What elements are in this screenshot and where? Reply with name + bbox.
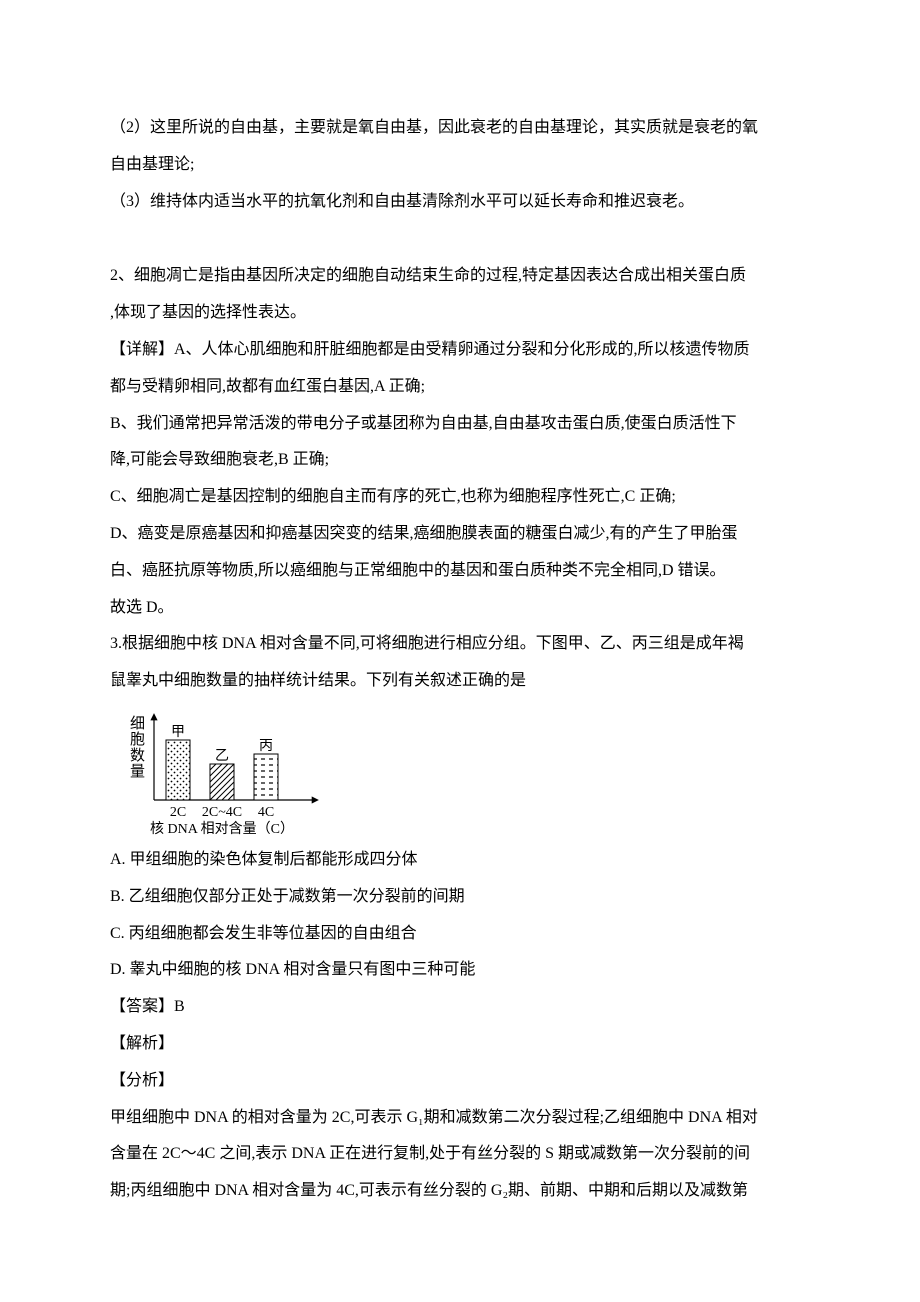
body-text: 自由基理论; [110,147,810,184]
analysis-heading: 【分析】 [110,1063,810,1100]
option-d: D. 睾丸中细胞的核 DNA 相对含量只有图中三种可能 [110,952,810,989]
question-stem: 3.根据细胞中核 DNA 相对含量不同,可将细胞进行相应分组。下图甲、乙、丙三组… [110,626,810,663]
body-text: 【详解】A、人体心肌细胞和肝脏细胞都是由受精卵通过分裂和分化形成的,所以核遗传物… [110,332,810,369]
tick-4c: 4C [258,805,274,820]
body-text: C、细胞凋亡是基因控制的细胞自主而有序的死亡,也称为细胞程序性死亡,C 正确; [110,479,810,516]
body-text: 都与受精卵相同,故都有血红蛋白基因,A 正确; [110,369,810,406]
y-axis-char: 数 [130,747,145,764]
tick-2c: 2C [170,805,186,820]
y-axis-char: 细 [130,715,145,732]
option-b: B. 乙组细胞仅部分正处于减数第一次分裂前的间期 [110,879,810,916]
bar-chart: 细 胞 数 量 甲 2C 乙 2C~4C 丙 4C 核 DNA 相对含量（C） [116,708,810,838]
analysis-text: 甲组细胞中 DNA 的相对含量为 2C,可表示 G₁期和减数第二次分裂过程;乙组… [110,1100,810,1137]
body-text: 白、癌胚抗原等物质,所以癌细胞与正常细胞中的基因和蛋白质种类不完全相同,D 错误… [110,553,810,590]
analysis-text: 含量在 2C～4C 之间,表示 DNA 正在进行复制,处于有丝分裂的 S 期或减… [110,1136,810,1173]
bar-bing [254,754,278,800]
option-a: A. 甲组细胞的染色体复制后都能形成四分体 [110,842,810,879]
body-text: 故选 D。 [110,590,810,627]
body-text: D、癌变是原癌基因和抑癌基因突变的结果,癌细胞膜表面的糖蛋白减少,有的产生了甲胎… [110,516,810,553]
answer: 【答案】B [110,989,810,1026]
option-c: C. 丙组细胞都会发生非等位基因的自由组合 [110,916,810,953]
bar-yi [210,764,234,800]
body-text: （2）这里所说的自由基，主要就是氧自由基，因此衰老的自由基理论，其实质就是衰老的… [110,110,810,147]
body-text: B、我们通常把异常活泼的带电分子或基团称为自由基,自由基攻击蛋白质,使蛋白质活性… [110,406,810,443]
body-text: 2、细胞凋亡是指由基因所决定的细胞自动结束生命的过程,特定基因表达合成出相关蛋白… [110,258,810,295]
y-axis-char: 胞 [130,731,145,748]
analysis-text: 期;丙组细胞中 DNA 相对含量为 4C,可表示有丝分裂的 G₂期、前期、中期和… [110,1173,810,1210]
bar-label-bing: 丙 [259,739,273,754]
body-text: 降,可能会导致细胞衰老,B 正确; [110,442,810,479]
question-stem: 鼠睾丸中细胞数量的抽样统计结果。下列有关叙述正确的是 [110,663,810,700]
document-page: （2）这里所说的自由基，主要就是氧自由基，因此衰老的自由基理论，其实质就是衰老的… [0,0,920,1302]
body-text: （3）维持体内适当水平的抗氧化剂和自由基清除剂水平可以延长寿命和推迟衰老。 [110,184,810,221]
x-axis-label: 核 DNA 相对含量（C） [150,821,294,837]
bar-jia [166,740,190,800]
bar-label-jia: 甲 [171,725,185,740]
bar-chart-svg: 细 胞 数 量 甲 2C 乙 2C~4C 丙 4C 核 DNA 相对含量（C） [116,708,326,838]
y-axis-char: 量 [130,764,145,780]
body-text: ,体现了基因的选择性表达。 [110,295,810,332]
explanation-heading: 【解析】 [110,1026,810,1063]
bar-label-yi: 乙 [215,748,229,764]
spacer [110,220,810,258]
tick-2c4c: 2C~4C [202,805,242,820]
